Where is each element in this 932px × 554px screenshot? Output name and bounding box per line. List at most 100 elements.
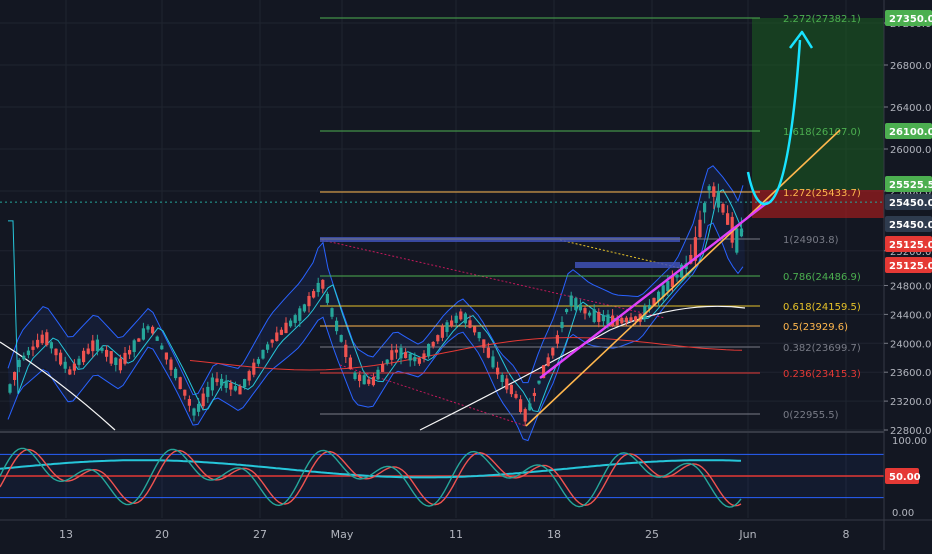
bollinger-bands: [7, 165, 745, 444]
candle-body: [178, 377, 182, 389]
candle-body: [528, 403, 532, 411]
candle-body: [215, 378, 219, 383]
candle-body: [100, 347, 104, 351]
price-tick-label: 24400.0: [890, 310, 931, 321]
time-tick-label: 8: [843, 528, 850, 541]
candle-body: [128, 350, 132, 355]
candle-body: [312, 291, 316, 298]
band-fill: [8, 165, 745, 444]
candle-body: [376, 369, 380, 380]
price-tag: [885, 216, 932, 232]
price-tag-label: 25125.0: [889, 240, 932, 251]
fib-level-label: 0.382(23699.7): [783, 343, 861, 354]
candle-body: [440, 326, 444, 338]
candle-body: [514, 394, 518, 398]
candle-body: [657, 291, 661, 302]
candle-body: [431, 342, 435, 347]
candle-body: [417, 358, 421, 364]
candle-body: [233, 386, 237, 391]
price-tag: [885, 10, 932, 26]
time-tick-label: 18: [547, 528, 561, 541]
candle-body: [726, 213, 730, 225]
candle-body: [445, 322, 449, 332]
candle-body: [238, 386, 242, 395]
candle-body: [496, 367, 500, 375]
candle-body: [546, 357, 550, 366]
trendline-magenta: [539, 201, 769, 379]
osc-tick-label: 100.00: [892, 436, 927, 447]
target-zone: [752, 18, 884, 190]
candle-body: [91, 340, 95, 352]
candle-body: [22, 355, 26, 360]
candle-body: [339, 335, 343, 342]
candle-body: [302, 304, 306, 312]
candle-body: [408, 353, 412, 361]
candle-body: [31, 346, 35, 350]
candle-body: [509, 384, 513, 395]
candle-body: [703, 203, 707, 213]
candle-body: [390, 350, 394, 360]
candle-body: [643, 306, 647, 319]
price-tick-label: 24000.0: [890, 339, 931, 350]
candle-body: [197, 403, 201, 412]
candle-body: [247, 371, 251, 381]
stop-zone: [752, 190, 884, 218]
projection-arrow-path: [746, 39, 802, 206]
candle-body: [519, 399, 523, 413]
price-tick-label: 23600.0: [890, 368, 931, 379]
candle-body: [72, 363, 76, 371]
candle-body: [169, 359, 173, 370]
price-tick-label: 26400.0: [890, 103, 931, 114]
candle-body: [68, 369, 72, 375]
candle-body: [132, 340, 136, 353]
price-tag-label: 27350.0: [889, 14, 932, 25]
candle-body: [279, 329, 283, 335]
candle-body: [578, 304, 582, 311]
price-tag-label: 25525.5: [889, 180, 932, 191]
candle-body: [427, 343, 431, 357]
candle-body: [629, 317, 633, 322]
candle-body: [358, 374, 362, 381]
osc-d-line: [0, 448, 742, 507]
candle-body: [105, 349, 109, 357]
candle-body: [592, 309, 596, 323]
price-tick-label: 26000.0: [890, 145, 931, 156]
candle-body: [137, 338, 141, 342]
candle-body: [192, 408, 196, 416]
candle-body: [542, 365, 546, 379]
price-tag: [885, 176, 932, 192]
candle-body: [721, 203, 725, 213]
candle-body: [63, 361, 67, 369]
candle-body: [298, 308, 302, 321]
candle-body: [450, 320, 454, 326]
candle-body: [569, 295, 573, 307]
candle-body: [670, 275, 674, 287]
candle-body: [123, 352, 127, 364]
candle-body: [468, 320, 472, 328]
candle-body: [220, 378, 224, 386]
price-tag-label: 25125.0: [889, 261, 932, 272]
candle-body: [114, 357, 118, 366]
fib-level-label: 1.618(26107.0): [783, 127, 861, 138]
candle-body: [574, 298, 578, 311]
price-tag: [885, 236, 932, 252]
time-tick-label: 11: [449, 528, 463, 541]
candle-body: [436, 335, 440, 342]
candle-body: [689, 254, 693, 264]
ma-red: [189, 337, 743, 371]
candlesticks: [8, 182, 743, 427]
candle-body: [666, 280, 670, 292]
candle-body: [8, 384, 12, 393]
candle-body: [652, 297, 656, 306]
time-tick-label: 13: [59, 528, 73, 541]
candle-body: [422, 353, 426, 359]
candle-body: [500, 374, 504, 382]
time-tick-label: May: [331, 528, 354, 541]
candle-body: [45, 332, 49, 346]
price-tag: [885, 257, 932, 273]
axis-background: [884, 0, 932, 550]
candle-body: [371, 376, 375, 386]
candle-body: [174, 368, 178, 379]
